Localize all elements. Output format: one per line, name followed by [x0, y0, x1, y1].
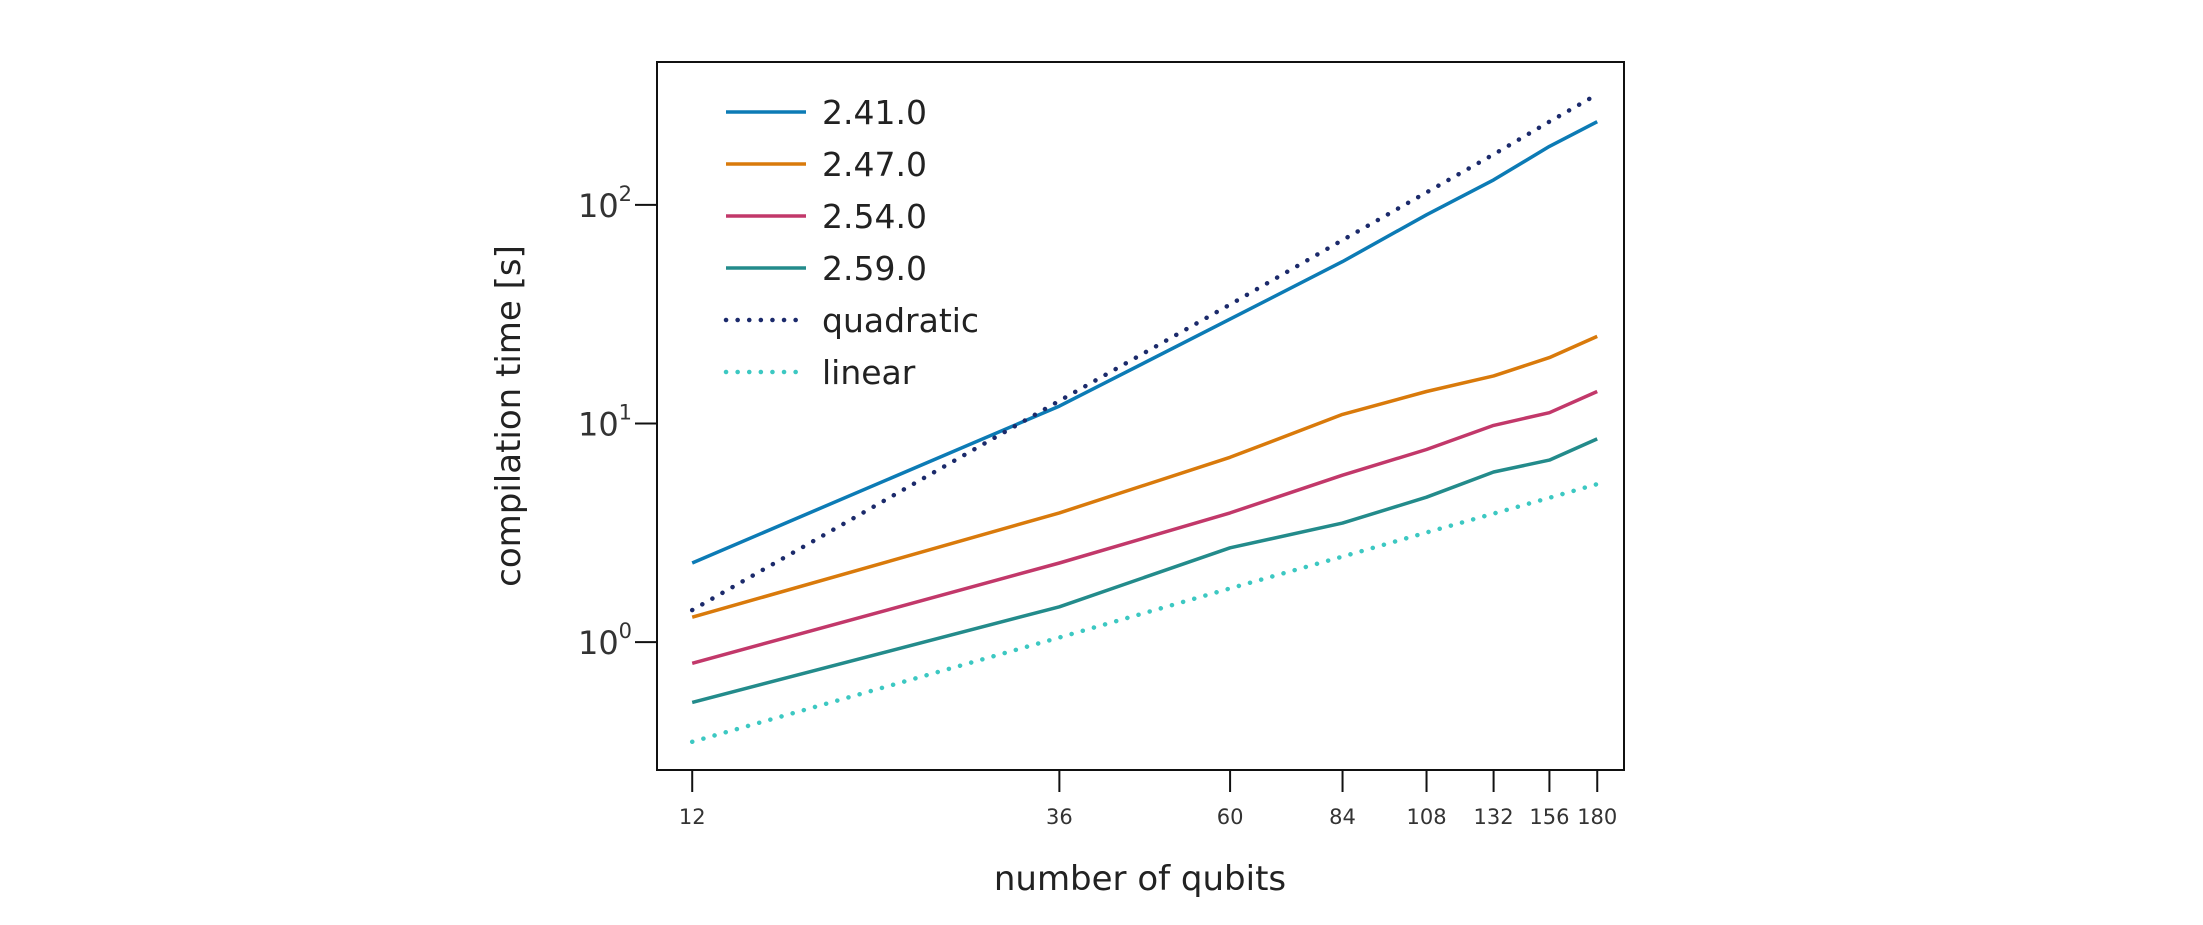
legend-label: linear [822, 353, 916, 392]
series-line-2-47-0 [691, 334, 1598, 619]
plot-frame [656, 61, 1625, 771]
legend-label: 2.41.0 [822, 93, 927, 132]
x-tick-label: 156 [1529, 805, 1569, 829]
series-layer [689, 92, 1600, 745]
x-tick-label: 36 [1046, 805, 1073, 829]
x-tick-label: 132 [1474, 805, 1514, 829]
series-line-2-54-0 [691, 389, 1598, 665]
x-axis-ticks: 12 36 60 84 108 132 156 180 [679, 770, 1617, 829]
legend-label: 2.47.0 [822, 145, 927, 184]
legend: 2.41.0 2.47.0 2.54.0 2.59.0 quadratic linear [723, 93, 979, 392]
y-tick-exponent: 2 [619, 182, 632, 206]
x-tick-label: 84 [1329, 805, 1356, 829]
x-axis-label: number of qubits [994, 859, 1286, 899]
series-line-2-41-0 [691, 120, 1599, 565]
x-tick-label: 108 [1406, 805, 1446, 829]
series-line-quadratic [689, 92, 1600, 613]
y-tick-base: 10 [578, 624, 619, 662]
y-axis-label: compilation time [s] [489, 245, 529, 587]
legend-label: 2.54.0 [822, 197, 927, 236]
x-tick-label: 60 [1217, 805, 1244, 829]
y-tick-label: 101 [578, 400, 632, 443]
x-tick-label: 12 [679, 805, 706, 829]
y-tick-label: 102 [578, 182, 632, 225]
y-tick-base: 10 [578, 187, 619, 225]
y-tick-exponent: 1 [619, 400, 632, 424]
x-tick-label: 180 [1577, 805, 1617, 829]
y-tick-base: 10 [578, 405, 619, 443]
series-line-linear [689, 481, 1600, 745]
series-line-2-59-0 [691, 437, 1598, 705]
legend-label: 2.59.0 [822, 249, 927, 288]
y-tick-exponent: 0 [619, 619, 632, 643]
legend-label: quadratic [822, 301, 979, 340]
y-tick-label: 100 [578, 619, 632, 662]
